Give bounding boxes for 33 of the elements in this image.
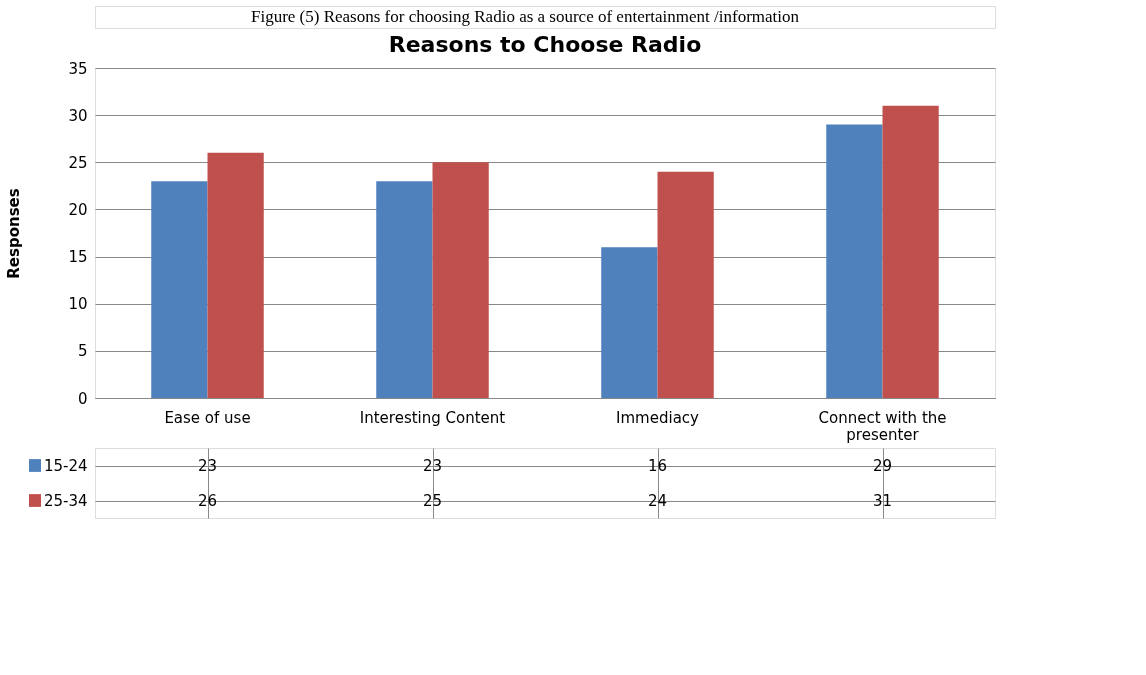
y-tick-label: 0 — [77, 389, 88, 408]
data-label: 23 — [422, 456, 443, 475]
y-tick-label: 5 — [77, 342, 88, 361]
x-tick-label: Ease of use — [164, 408, 251, 427]
y-tick-label: 35 — [68, 59, 88, 78]
bar — [826, 124, 883, 398]
y-tick-label: 30 — [68, 106, 88, 125]
legend-label: 25-34 — [43, 492, 88, 510]
chart-title: Reasons to Choose Radio — [388, 32, 702, 57]
x-tick-label: Immediacy — [616, 408, 700, 427]
bar — [432, 162, 489, 398]
data-label: 29 — [872, 456, 893, 475]
data-label: 25 — [422, 491, 443, 510]
bar — [207, 152, 264, 398]
y-axis-title: Responses — [4, 188, 23, 279]
data-label: 31 — [872, 491, 893, 510]
x-tick-label: Interesting Content — [359, 408, 506, 427]
y-tick-label: 20 — [68, 200, 88, 219]
bar — [376, 181, 433, 398]
bar — [657, 171, 714, 398]
y-tick-label: 10 — [68, 295, 88, 314]
bar — [601, 247, 658, 398]
legend-label: 15-24 — [43, 457, 88, 475]
data-label: 24 — [647, 491, 668, 510]
x-tick-label: Connect with the presenter — [818, 408, 947, 444]
data-label: 16 — [647, 456, 668, 475]
text: Figure (5) Reasons for choosing Radio as a source of entertainment /information — [250, 7, 800, 26]
data-label: 23 — [197, 456, 218, 475]
y-tick-label: 25 — [68, 153, 88, 172]
y-tick-label: 15 — [68, 248, 88, 267]
bar — [882, 105, 939, 398]
bar — [151, 181, 208, 398]
data-label: 26 — [197, 491, 218, 510]
